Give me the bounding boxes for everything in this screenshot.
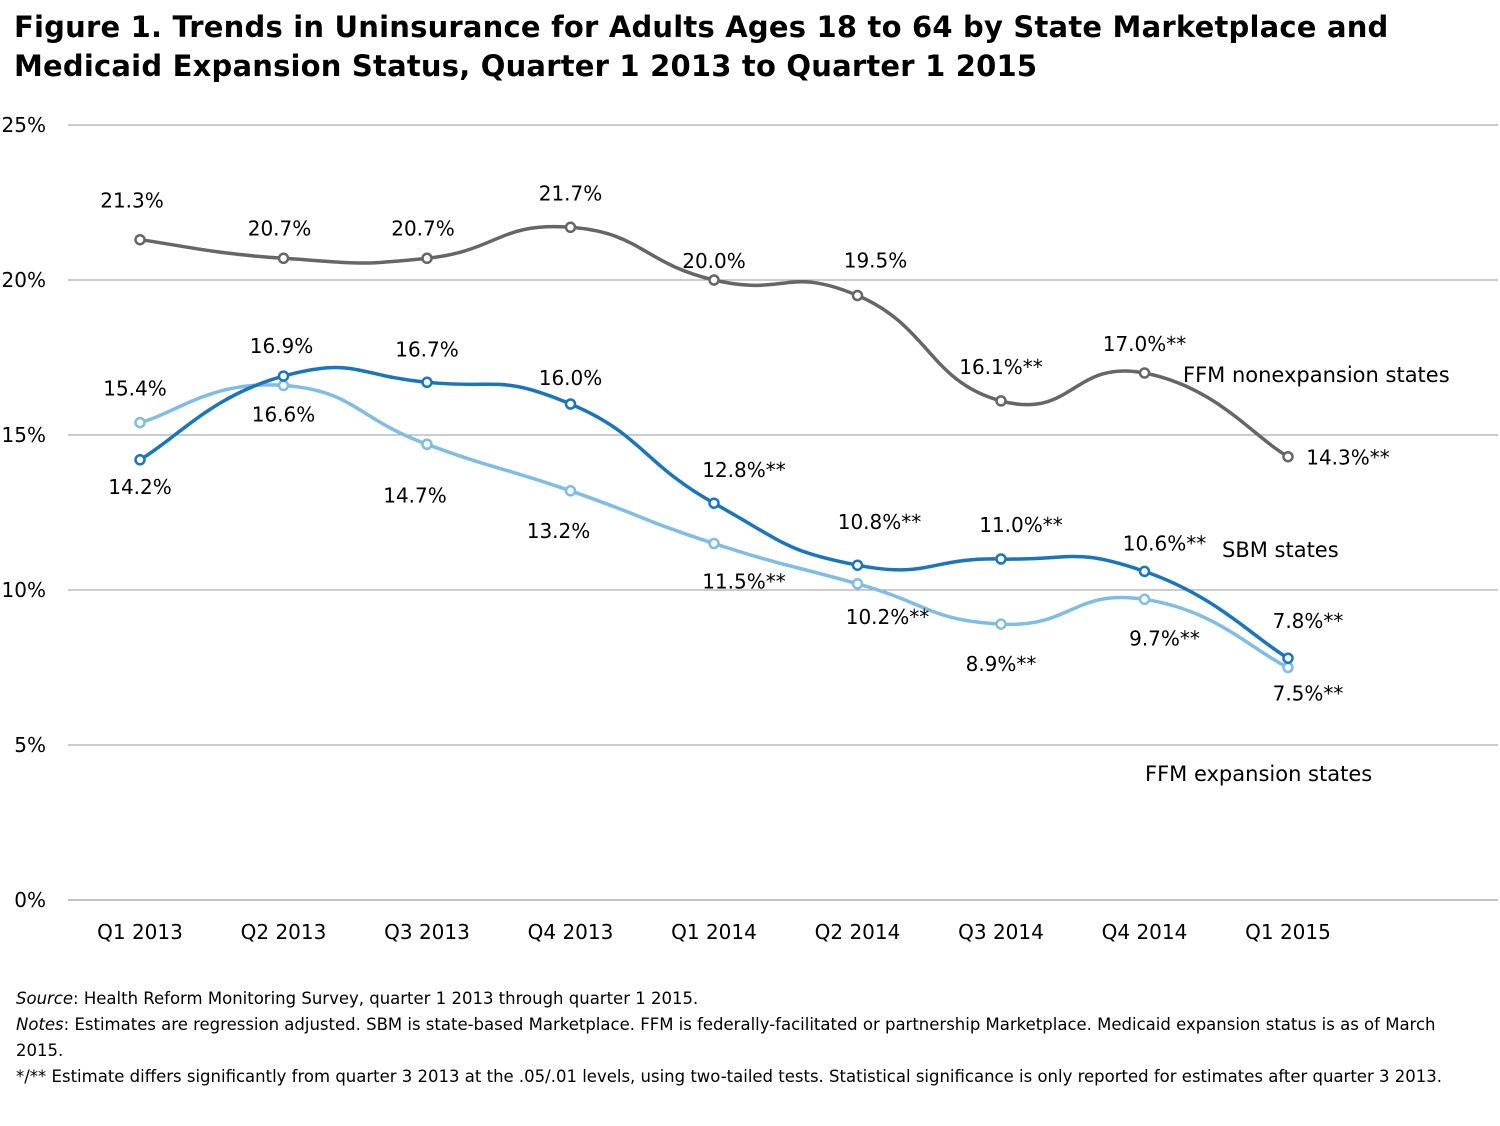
data-label: 10.6%** — [1123, 531, 1207, 555]
data-label: 8.9%** — [966, 652, 1037, 676]
series-line — [138, 224, 1290, 459]
data-point — [421, 438, 433, 451]
data-label: 13.2% — [527, 519, 591, 543]
data-label: 21.7% — [539, 181, 603, 205]
data-point — [421, 376, 433, 389]
data-point — [995, 395, 1007, 407]
data-point — [995, 618, 1007, 630]
data-label: 20.7% — [391, 216, 455, 240]
y-axis-ticks: 0% 5% 10% 15% 20% 25% — [2, 113, 46, 912]
data-label: 7.5%** — [1273, 682, 1344, 706]
y-tick-label: 25% — [2, 113, 46, 137]
footnotes: Source: Health Reform Monitoring Survey,… — [16, 986, 1456, 1090]
data-label: 20.7% — [248, 216, 312, 240]
data-label: 16.6% — [252, 402, 316, 426]
data-label: 7.8%** — [1273, 609, 1344, 633]
data-label: 10.2%** — [846, 605, 930, 629]
data-label: 14.3%** — [1306, 446, 1390, 470]
data-point — [708, 497, 720, 509]
y-tick-label: 10% — [2, 578, 46, 602]
data-point — [134, 233, 146, 246]
x-axis-ticks: Q1 2013 Q2 2013 Q3 2013 Q4 2013 Q1 2014 Q2 20… — [97, 920, 1331, 944]
data-label: 14.2% — [108, 475, 172, 499]
x-tick-label: Q1 2014 — [671, 920, 757, 944]
data-label: 11.5%** — [702, 570, 786, 594]
data-point — [1138, 593, 1151, 606]
data-label: 9.7%** — [1129, 626, 1200, 650]
data-label: 16.0% — [539, 366, 603, 390]
series-points — [134, 221, 1294, 674]
data-label: 12.8%** — [702, 458, 786, 482]
series-name-labels: FFM nonexpansion states SBM states FFM exp… — [1145, 363, 1450, 786]
data-point — [851, 559, 864, 571]
x-tick-label: Q4 2014 — [1102, 920, 1188, 944]
series-name-label: FFM expansion states — [1145, 762, 1372, 786]
data-label: 10.8%** — [838, 510, 922, 534]
data-label: 19.5% — [844, 249, 908, 273]
x-tick-label: Q3 2014 — [958, 920, 1044, 944]
source-label: Source — [16, 989, 74, 1008]
data-point — [564, 485, 577, 497]
data-point — [134, 416, 146, 429]
data-label: 20.0% — [682, 249, 746, 273]
data-point — [1138, 367, 1151, 379]
series-line — [138, 383, 1290, 670]
x-tick-label: Q3 2013 — [384, 920, 470, 944]
series-name-label: SBM states — [1222, 538, 1339, 562]
notes-label: Notes — [16, 1015, 64, 1034]
series-lines — [138, 224, 1290, 670]
significance-note: */** Estimate differs significantly from… — [16, 1067, 1442, 1086]
source-text: : Health Reform Monitoring Survey, quart… — [73, 989, 699, 1008]
notes-text: : Estimates are regression adjusted. SBM… — [16, 1015, 1436, 1060]
data-point — [708, 537, 720, 550]
data-label: 17.0%** — [1103, 332, 1187, 356]
data-label: 14.7% — [383, 483, 447, 507]
data-point — [277, 370, 290, 382]
data-point — [564, 221, 577, 234]
data-point — [851, 578, 864, 590]
data-point — [1282, 652, 1294, 664]
data-label: 16.7% — [395, 337, 459, 361]
chart-title: Figure 1. Trends in Uninsurance for Adul… — [14, 10, 1389, 83]
y-tick-label: 15% — [2, 423, 46, 447]
data-point — [564, 398, 577, 410]
data-point — [1282, 661, 1294, 674]
data-point — [1138, 565, 1151, 578]
data-label: 15.4% — [103, 377, 167, 401]
data-point — [134, 454, 146, 466]
data-point — [851, 289, 864, 302]
y-tick-label: 5% — [14, 733, 46, 757]
y-tick-label: 0% — [14, 888, 46, 912]
data-point — [995, 553, 1007, 565]
x-tick-label: Q2 2014 — [815, 920, 901, 944]
data-point — [421, 252, 433, 265]
x-tick-label: Q4 2013 — [528, 920, 614, 944]
data-label: 16.9% — [250, 334, 314, 358]
data-label: 11.0%** — [979, 513, 1063, 537]
data-label: 21.3% — [100, 189, 164, 213]
data-label: 16.1%** — [959, 355, 1043, 379]
data-labels: 21.3% 20.7% 20.7% 21.7% 20.0% 19.5% 16.1%** 17.… — [100, 181, 1390, 705]
x-tick-label: Q2 2013 — [241, 920, 327, 944]
notes-note: Notes: Estimates are regression adjusted… — [16, 1012, 1456, 1064]
x-tick-label: Q1 2015 — [1245, 920, 1331, 944]
data-point — [277, 252, 290, 265]
series-name-label: FFM nonexpansion states — [1183, 363, 1450, 387]
x-tick-label: Q1 2013 — [97, 920, 183, 944]
data-point — [1282, 450, 1294, 463]
y-tick-label: 20% — [2, 268, 46, 292]
source-note: Source: Health Reform Monitoring Survey,… — [16, 986, 1456, 1012]
data-point — [708, 274, 720, 286]
data-point — [277, 379, 290, 392]
